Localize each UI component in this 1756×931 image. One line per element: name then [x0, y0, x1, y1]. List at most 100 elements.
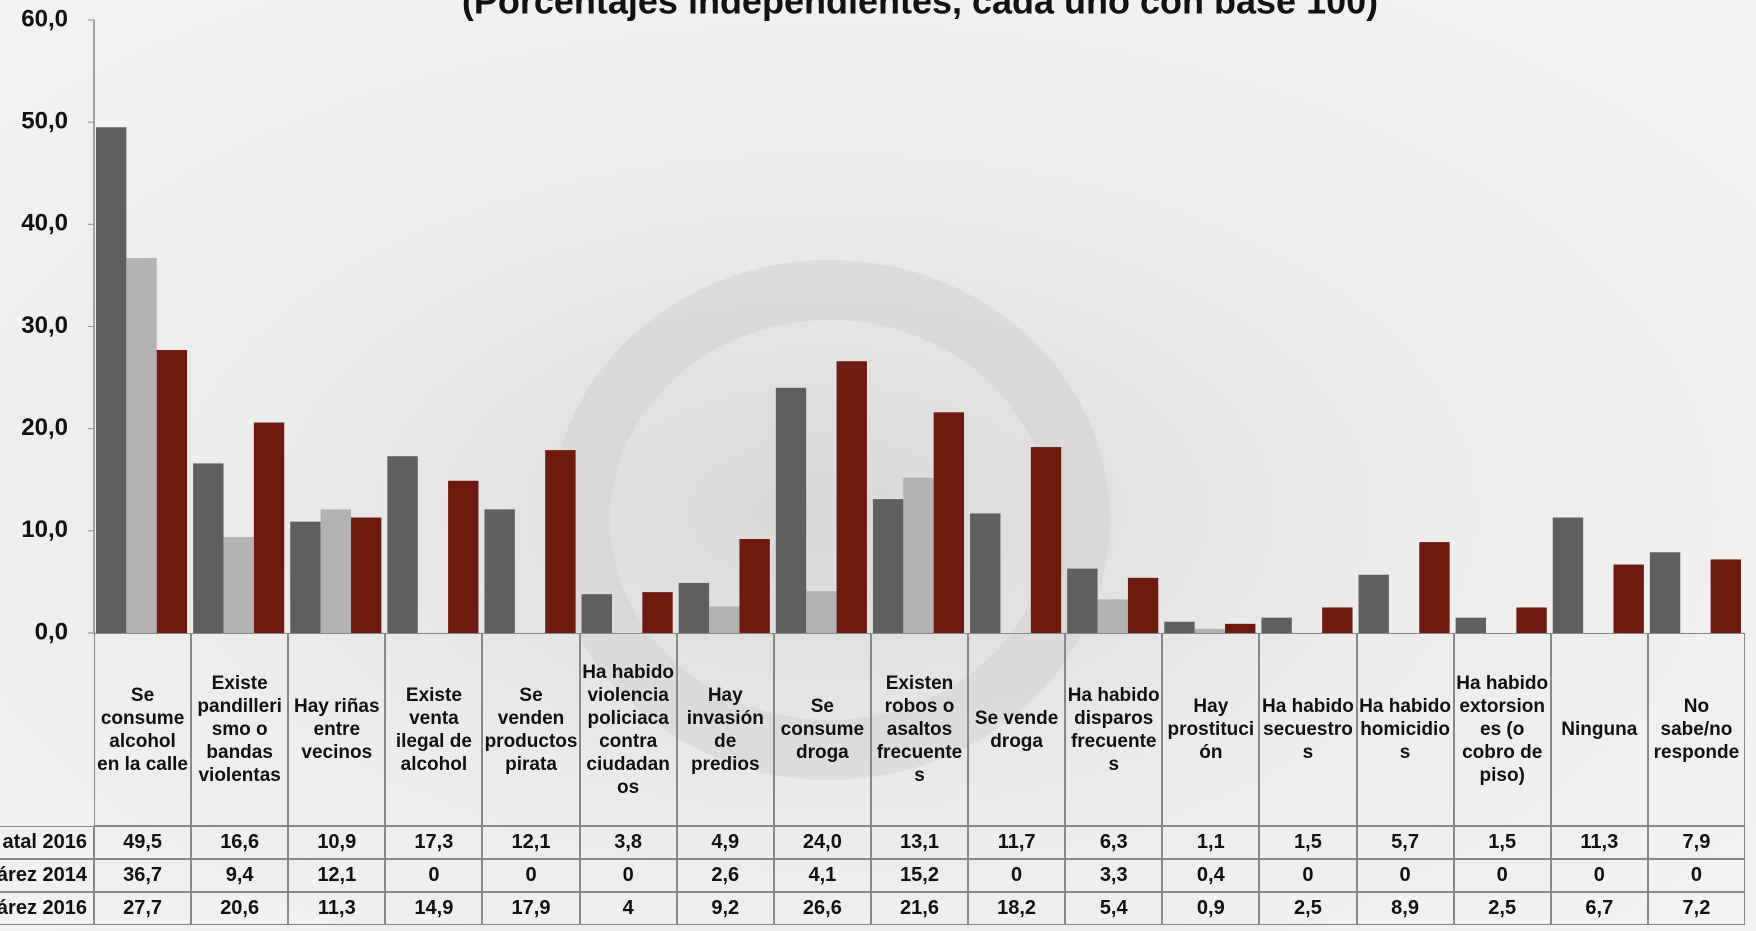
- data-cell: 2,6: [676, 859, 774, 892]
- bar: [448, 480, 479, 633]
- bar: [1358, 574, 1389, 633]
- data-cell: 0: [1356, 859, 1454, 892]
- data-cell: 12,1: [482, 826, 580, 859]
- data-cell: 13,1: [870, 826, 969, 859]
- bar: [1127, 577, 1159, 633]
- bar: [545, 450, 576, 633]
- bar: [1097, 599, 1128, 633]
- data-cell: 7,9: [1647, 826, 1745, 859]
- bar: [709, 606, 740, 633]
- data-cell: 1,5: [1259, 826, 1357, 859]
- bar: [1649, 552, 1681, 633]
- data-cell: 27,7: [94, 892, 192, 925]
- bar: [806, 591, 837, 633]
- bar: [223, 536, 254, 633]
- data-cell: 9,4: [191, 859, 289, 892]
- category-cell: Hay riñas entre vecinos: [288, 633, 386, 826]
- bar: [1710, 559, 1741, 633]
- data-cell: 4,1: [773, 859, 871, 892]
- y-tick-label: 60,0: [21, 5, 68, 32]
- data-cell: 17,3: [385, 826, 483, 859]
- data-cell: 0: [1453, 859, 1551, 892]
- bar: [1455, 617, 1487, 633]
- bar: [1067, 568, 1098, 633]
- data-cell: 0: [1550, 859, 1648, 892]
- data-cell: 2,5: [1453, 892, 1551, 925]
- data-cell: 8,9: [1356, 892, 1454, 925]
- y-tick-label: 50,0: [21, 108, 68, 135]
- category-cell: Existe pandillerismo o bandas violentas: [191, 633, 289, 826]
- bar: [678, 582, 710, 633]
- bar: [290, 521, 321, 633]
- data-cell: 3,8: [579, 826, 677, 859]
- data-cell: 36,7: [94, 859, 192, 892]
- data-cell: 9,2: [676, 892, 774, 925]
- category-cell: Se venden productos pirata: [482, 633, 580, 826]
- data-cell: 0: [385, 859, 483, 892]
- bar: [1030, 447, 1062, 633]
- bar: [350, 517, 382, 633]
- bar: [156, 349, 188, 633]
- bar: [253, 422, 285, 633]
- data-cell: 7,2: [1647, 892, 1745, 925]
- data-cell: 0: [968, 859, 1066, 892]
- data-cell: 15,2: [870, 859, 969, 892]
- bar: [836, 361, 867, 633]
- bar: [96, 127, 127, 634]
- category-cell: No sabe/no responde: [1647, 633, 1745, 826]
- bar: [1419, 542, 1450, 633]
- chart-title: (Porcentajes independientes, cada uno co…: [462, 0, 1378, 22]
- bar: [1225, 623, 1256, 633]
- category-cell: Se consume droga: [773, 633, 871, 826]
- data-cell: 18,2: [968, 892, 1066, 925]
- data-cell: 11,7: [968, 826, 1066, 859]
- category-cell: Se consume alcohol en la calle: [94, 633, 192, 826]
- y-tick-label: 10,0: [21, 516, 68, 543]
- data-cell: 26,6: [773, 892, 871, 925]
- bar: [739, 539, 770, 633]
- data-cell: 4: [579, 892, 677, 925]
- legend-cell: atal 2016: [0, 826, 94, 859]
- data-cell: 21,6: [870, 892, 969, 925]
- bar: [581, 594, 612, 633]
- data-cell: 11,3: [1550, 826, 1648, 859]
- bar: [642, 592, 673, 633]
- data-cell: 0: [579, 859, 677, 892]
- y-tick-label: 40,0: [21, 210, 68, 237]
- category-cell: Hay prostitución: [1162, 633, 1260, 826]
- bar: [1516, 607, 1547, 633]
- bar: [1261, 617, 1292, 633]
- bar: [126, 258, 157, 633]
- data-cell: 14,9: [385, 892, 483, 925]
- category-cell: Hay invasión de predios: [676, 633, 774, 826]
- data-cell: 1,5: [1453, 826, 1551, 859]
- bar: [872, 499, 904, 633]
- data-cell: 0: [1259, 859, 1357, 892]
- bar: [193, 463, 224, 633]
- bar: [1164, 621, 1195, 633]
- data-cell: 1,1: [1162, 826, 1260, 859]
- bar: [775, 387, 807, 633]
- data-cell: 5,7: [1356, 826, 1454, 859]
- data-cell: 24,0: [773, 826, 871, 859]
- category-cell: Existe venta ilegal de alcohol: [385, 633, 483, 826]
- background-shape: [550, 260, 1110, 780]
- data-cell: 10,9: [288, 826, 386, 859]
- bar: [970, 513, 1001, 633]
- bar: [387, 456, 418, 633]
- category-cell: Ha habido extorsiones (o cobro de piso): [1453, 633, 1551, 826]
- bar: [1552, 517, 1584, 633]
- bar: [320, 509, 351, 633]
- data-cell: 0,4: [1162, 859, 1260, 892]
- data-cell: 6,7: [1550, 892, 1648, 925]
- data-cell: 4,9: [676, 826, 774, 859]
- data-cell: 11,3: [288, 892, 386, 925]
- category-cell: Ha habido secuestros: [1259, 633, 1357, 826]
- data-cell: 0,9: [1162, 892, 1260, 925]
- bar: [933, 412, 965, 633]
- y-tick-label: 30,0: [21, 312, 68, 339]
- data-cell: 49,5: [94, 826, 192, 859]
- data-cell: 20,6: [191, 892, 289, 925]
